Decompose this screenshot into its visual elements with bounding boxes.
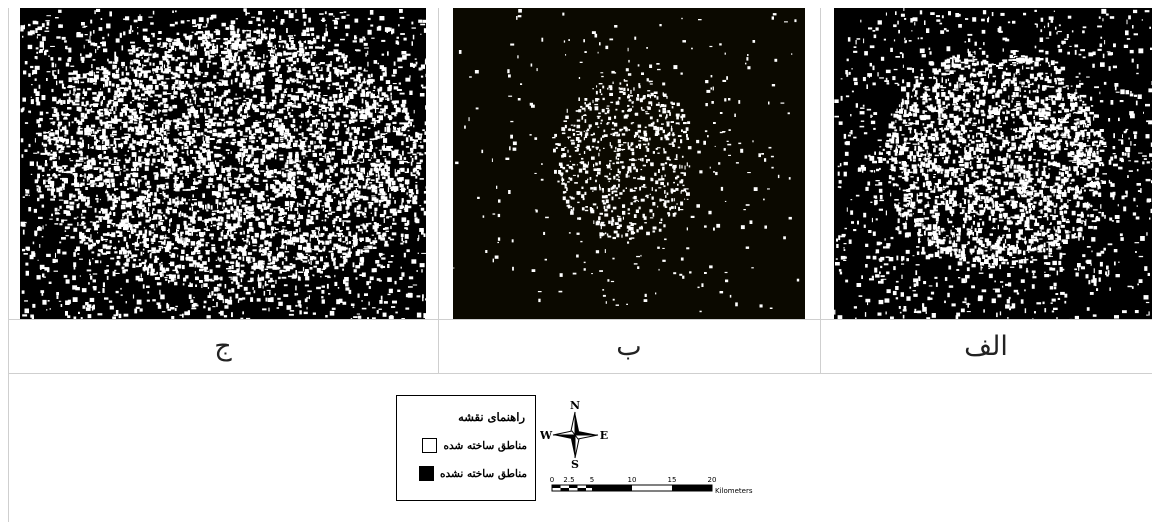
caption-alef: الف	[964, 330, 1008, 362]
figure-table: ج ب الف	[8, 8, 1152, 522]
scale-unit: Kilometers	[715, 487, 753, 495]
compass-rose-icon: N S W E	[540, 399, 608, 470]
table-border-left	[8, 8, 9, 522]
table-border-caption	[8, 373, 1152, 374]
legend-swatch-built	[422, 438, 438, 453]
compass-s: S	[571, 458, 579, 470]
caption-be: ب	[616, 330, 642, 362]
legend-row-unbuilt: مناطق ساخته نشده	[418, 466, 527, 481]
scale-tick-2-5: 2.5	[563, 476, 574, 484]
table-border-col2	[820, 8, 821, 373]
scale-bar: 0 2.5 5 10 15 20 Kilometers	[550, 476, 753, 495]
map-panel-alef	[834, 8, 1152, 319]
compass-w: W	[540, 429, 553, 442]
scale-tick-15: 15	[668, 476, 677, 484]
scale-tick-20: 20	[708, 476, 717, 484]
legend-label-unbuilt: مناطق ساخته نشده	[439, 467, 527, 480]
legend-row-built: مناطق ساخته شده	[422, 438, 527, 453]
table-border-col1	[438, 8, 439, 373]
legend-swatch-unbuilt	[418, 466, 434, 481]
scale-tick-10: 10	[628, 476, 637, 484]
legend-label-built: مناطق ساخته شده	[443, 439, 527, 452]
compass-n: N	[570, 399, 580, 412]
map-legend: راهنمای نقشه مناطق ساخته شده مناطق ساخته…	[396, 395, 536, 501]
map-panel-be	[453, 8, 805, 319]
scale-tick-0: 0	[550, 476, 554, 484]
caption-jim: ج	[214, 330, 232, 362]
table-border-mid	[8, 319, 1152, 320]
legend-title: راهنمای نقشه	[458, 410, 525, 424]
compass-e: E	[600, 429, 608, 442]
map-panel-jim	[20, 8, 426, 319]
scale-tick-5: 5	[590, 476, 594, 484]
